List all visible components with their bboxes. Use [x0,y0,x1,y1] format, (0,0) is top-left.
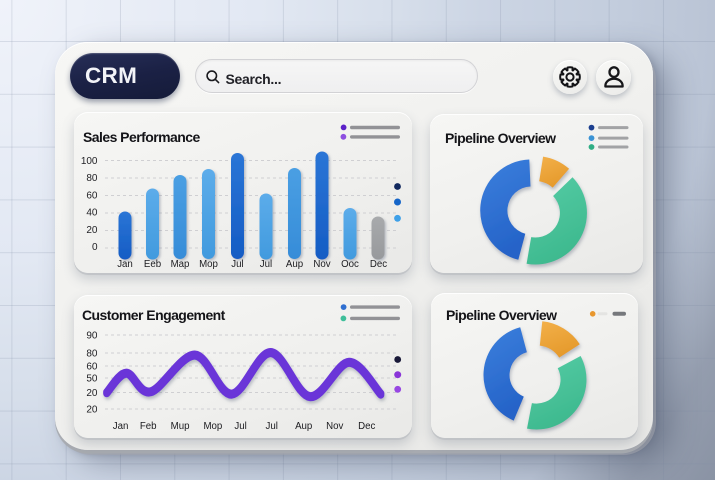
svg-text:20: 20 [86,405,98,416]
svg-text:Jul: Jul [266,421,278,432]
svg-text:Dec: Dec [370,259,387,270]
svg-text:Jan: Jan [117,259,133,270]
svg-text:Mop: Mop [203,421,222,432]
svg-text:Feb: Feb [140,421,157,432]
svg-text:60: 60 [86,190,98,201]
svg-text:Aup: Aup [295,421,312,432]
svg-text:20: 20 [86,225,98,236]
svg-text:20: 20 [86,388,98,399]
svg-text:Aup: Aup [286,259,303,270]
svg-text:80: 80 [86,349,98,360]
svg-text:40: 40 [86,208,98,219]
svg-text:Jan: Jan [113,421,129,432]
svg-text:Jul: Jul [231,259,243,270]
svg-text:Eeb: Eeb [144,259,161,270]
svg-text:Mop: Mop [199,259,218,270]
svg-text:80: 80 [86,173,98,184]
svg-text:Dec: Dec [358,421,375,432]
svg-text:Jul: Jul [260,259,272,270]
svg-text:Jul: Jul [234,421,246,432]
svg-text:Nov: Nov [326,421,343,432]
svg-text:60: 60 [86,362,98,373]
svg-text:90: 90 [86,331,98,342]
svg-text:0: 0 [92,242,98,253]
svg-text:100: 100 [81,156,98,167]
svg-text:Nov: Nov [313,259,330,270]
svg-text:Mup: Mup [171,421,190,432]
svg-text:50: 50 [86,374,98,385]
svg-text:Map: Map [171,259,190,270]
svg-text:Ooc: Ooc [341,259,359,270]
